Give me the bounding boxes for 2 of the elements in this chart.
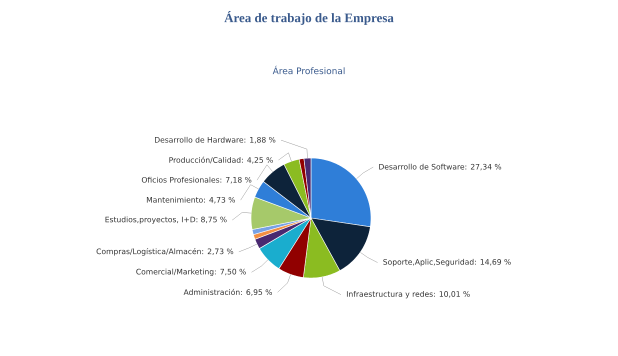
- chart-subtitle: Área Profesional: [272, 66, 345, 74]
- chart-title: Área de trabajo de la Empresa: [224, 11, 394, 25]
